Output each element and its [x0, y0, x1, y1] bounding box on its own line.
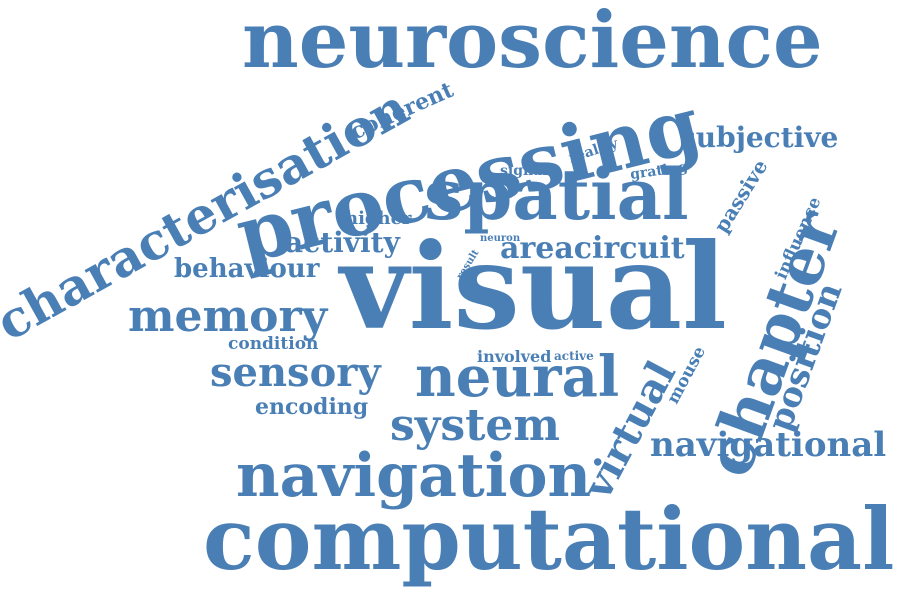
word-neural: neural — [415, 344, 620, 410]
word-condition: condition — [228, 334, 319, 354]
word-navigation: navigation — [236, 441, 592, 511]
word-neuroscience: neuroscience — [242, 0, 823, 86]
word-visual: visual — [340, 217, 727, 356]
word-spatial: spatial — [424, 153, 689, 236]
word-memory: memory — [128, 291, 328, 342]
word-system: system — [390, 400, 560, 451]
word-behaviour: behaviour — [174, 254, 320, 284]
word-encoding: encoding — [255, 394, 369, 420]
word-active: active — [554, 349, 594, 363]
word-involved: involved — [477, 347, 552, 366]
word-areacircuit: areacircuit — [500, 231, 685, 266]
word-higher: higher — [345, 208, 412, 229]
word-navigational: navigational — [650, 425, 887, 465]
word-computational: computational — [203, 490, 895, 590]
word-signal: signal — [500, 163, 548, 179]
word-subjective: subjective — [680, 121, 839, 154]
word-neuron: neuron — [480, 233, 521, 244]
word-sensory: sensory — [210, 349, 381, 396]
word-activity: activity — [285, 226, 400, 259]
